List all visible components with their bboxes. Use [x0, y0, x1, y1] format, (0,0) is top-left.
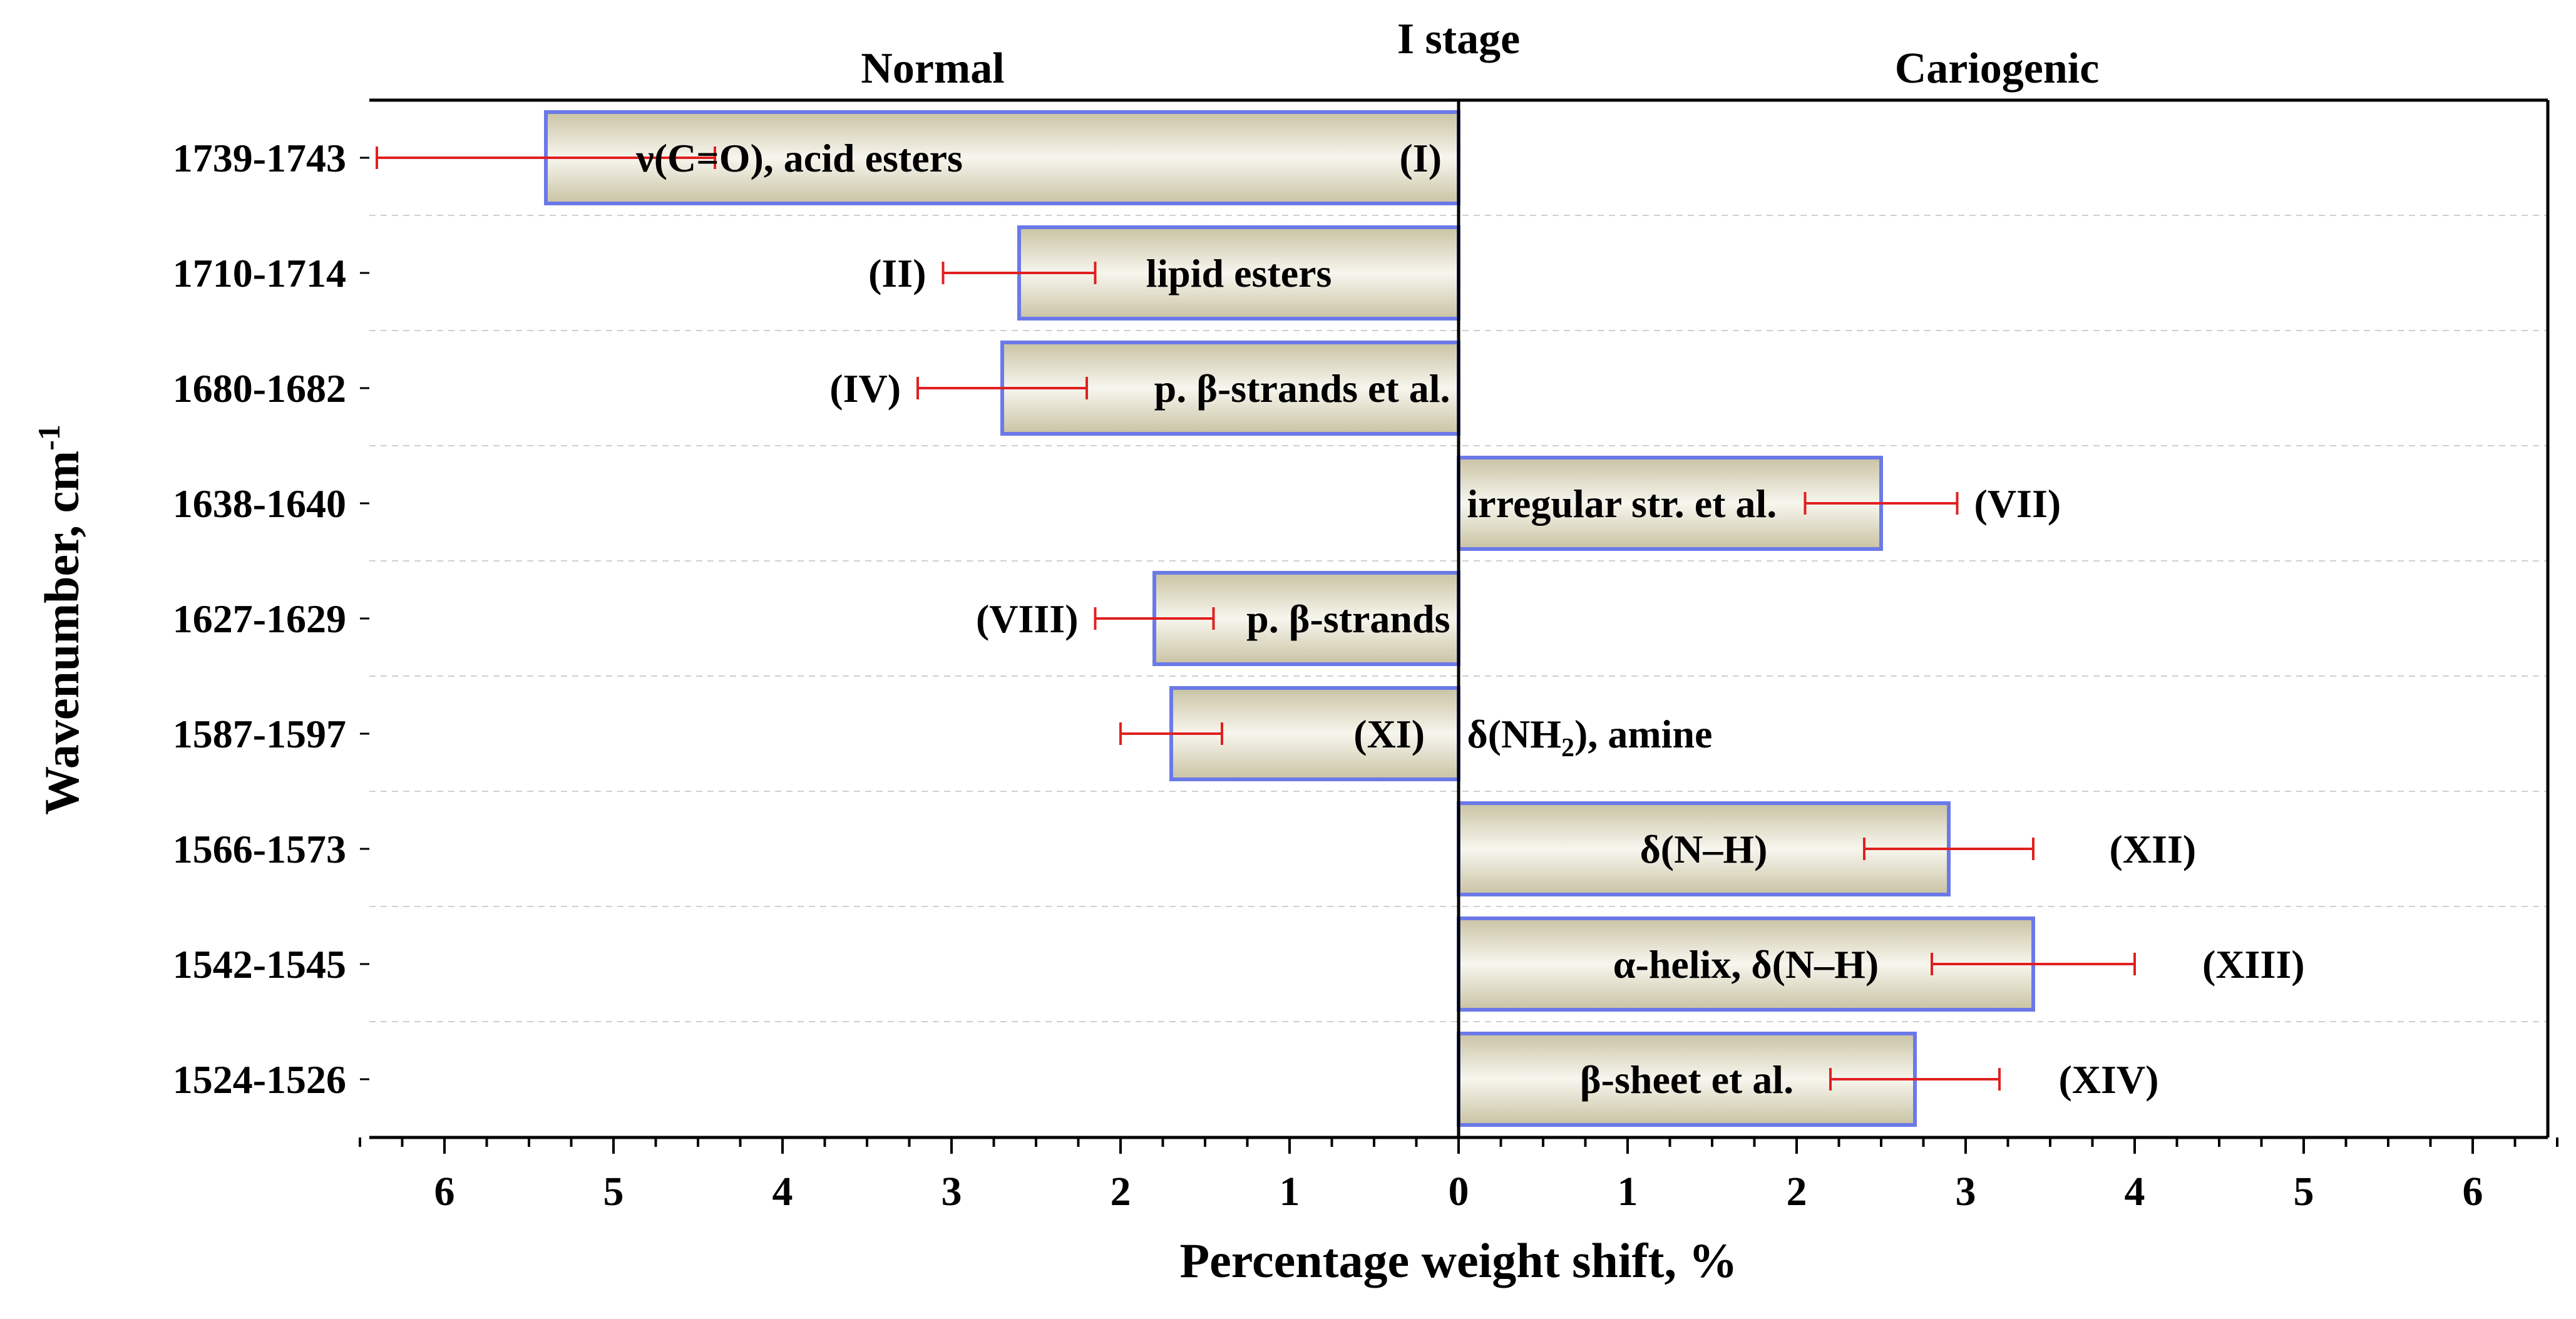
- roman-label: (XIV): [2059, 1057, 2159, 1102]
- x-tick-label: 6: [434, 1169, 455, 1214]
- roman-label: (II): [868, 251, 926, 295]
- assignment-label: ν(C=O), acid esters: [635, 136, 963, 180]
- error-bars: [376, 146, 2136, 1091]
- x-tick-label: 3: [1956, 1169, 1976, 1214]
- y-axis-label-main: Wavenumber, cm: [34, 451, 89, 815]
- roman-label: (IV): [829, 366, 901, 411]
- y-tick-label: 1566-1573: [173, 827, 346, 871]
- x-tick-label: 2: [1787, 1169, 1807, 1214]
- assignment-label: irregular str. et al.: [1467, 481, 1777, 526]
- roman-label: (I): [1399, 136, 1442, 180]
- x-tick-label: 0: [1449, 1169, 1469, 1214]
- x-axis-ticks: 6 5 4 3 2 1 0 1 2 3 4 5 6: [359, 1137, 2558, 1214]
- assignment-subscript: 2: [1561, 734, 1574, 762]
- x-tick-label: 4: [2125, 1169, 2145, 1214]
- x-axis-label: Percentage weight shift, %: [1179, 1233, 1737, 1288]
- y-tick-label: 1542-1545: [173, 942, 346, 987]
- roman-label: (VII): [1974, 481, 2061, 526]
- assignment-label: p. β-strands et al.: [1154, 366, 1450, 411]
- assignment-text: δ(NH: [1467, 712, 1562, 756]
- y-tick-label: 1710-1714: [173, 251, 346, 295]
- y-tick-label: 1627-1629: [173, 597, 346, 641]
- roman-label: (VIII): [976, 597, 1079, 641]
- x-tick-label: 2: [1111, 1169, 1131, 1214]
- right-group-label: Cariogenic: [1895, 44, 2100, 93]
- x-tick-label: 3: [942, 1169, 962, 1214]
- assignment-label: lipid esters: [1146, 251, 1332, 295]
- assignment-label: β-sheet et al.: [1580, 1057, 1793, 1102]
- assignment-label: α-helix, δ(N–H): [1613, 942, 1879, 987]
- bar-annotations: (I) (II) (IV) (VII) (VIII) (XI) (XII) (XIII) (XI…: [635, 136, 2304, 1102]
- y-tick-label: 1524-1526: [173, 1057, 346, 1102]
- y-axis-label-superscript: -1: [31, 424, 66, 451]
- left-group-label: Normal: [861, 44, 1004, 93]
- x-tick-label: 1: [1618, 1169, 1638, 1214]
- y-tick-label: 1739-1743: [173, 136, 346, 180]
- assignment-label: δ(N–H): [1640, 827, 1768, 871]
- x-tick-label: 6: [2463, 1169, 2483, 1214]
- y-axis-label: Wavenumber, cm-1: [31, 424, 89, 815]
- assignment-text-tail: ), amine: [1574, 712, 1712, 756]
- y-tick-label: 1680-1682: [173, 366, 346, 411]
- chart-title: I stage: [1397, 15, 1520, 63]
- y-axis-tick-labels: 1739-1743 1710-1714 1680-1682 1638-1640 1627…: [173, 136, 369, 1102]
- roman-label: (XIII): [2202, 942, 2305, 987]
- assignment-label: p. β-strands: [1246, 597, 1450, 641]
- x-tick-label: 5: [603, 1169, 624, 1214]
- roman-label: (XII): [2110, 827, 2197, 871]
- grid-lines: [369, 215, 2548, 1022]
- y-tick-label: 1638-1640: [173, 481, 346, 526]
- x-tick-label: 5: [2294, 1169, 2314, 1214]
- y-tick-label: 1587-1597: [173, 712, 346, 756]
- x-tick-label: 1: [1280, 1169, 1300, 1214]
- assignment-label: δ(NH2), amine: [1467, 712, 1713, 762]
- roman-label: (XI): [1353, 712, 1425, 756]
- x-tick-label: 4: [772, 1169, 793, 1214]
